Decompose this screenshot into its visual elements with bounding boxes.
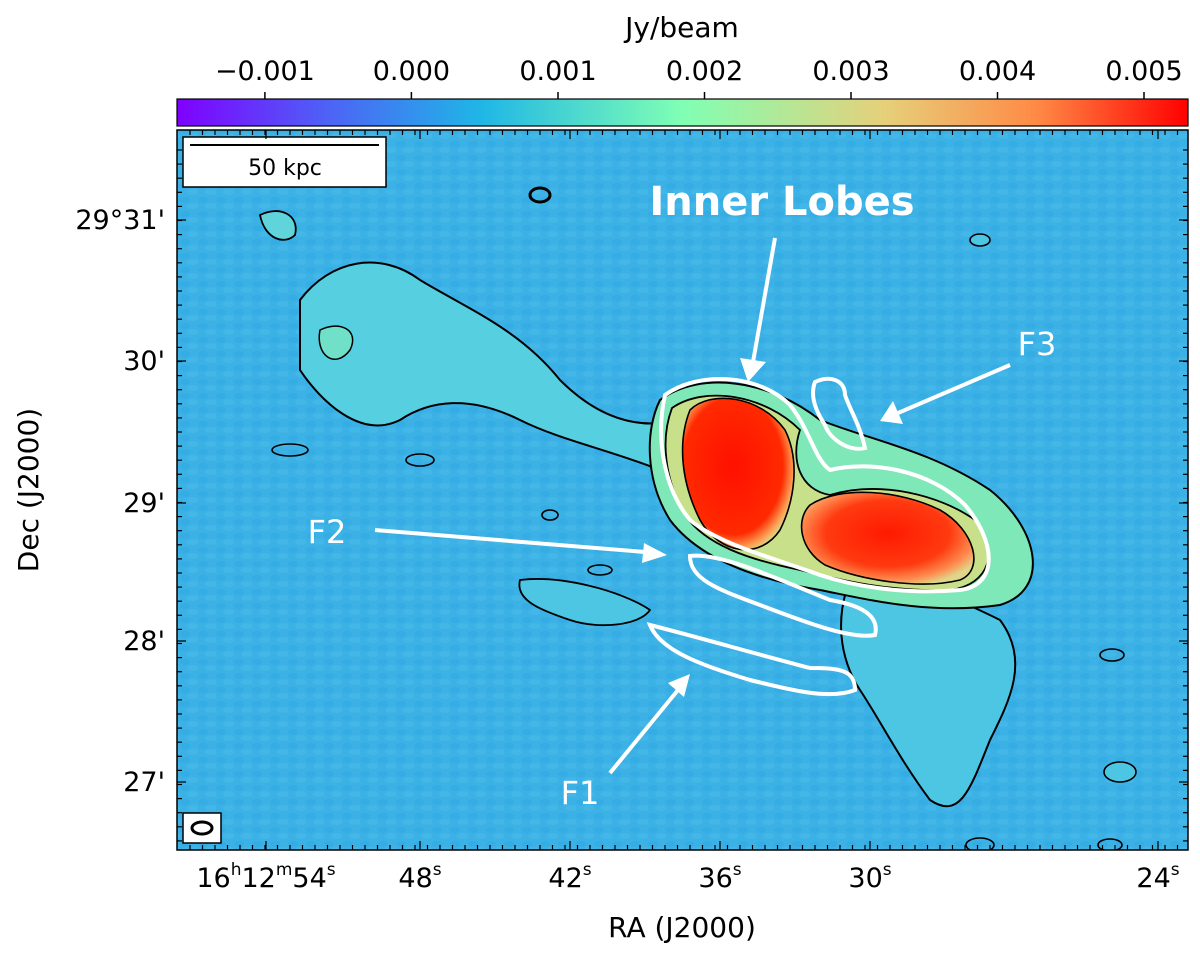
y-tick-labels: 29°31' 30' 29' 28' 27'	[75, 205, 165, 798]
f1-outline	[646, 622, 858, 697]
x-tick-label: 42s	[548, 860, 591, 894]
inner-lobes-arrow	[740, 237, 777, 382]
x-tick-label: 30s	[848, 860, 891, 894]
contour-knot	[969, 233, 991, 247]
contour-knot	[541, 509, 559, 521]
y-tick-label: 30'	[123, 346, 165, 377]
f2-arrow	[374, 528, 667, 563]
x-axis-label: RA (J2000)	[608, 911, 756, 944]
f2-outline	[687, 553, 878, 638]
contour-knot	[1099, 648, 1125, 662]
axis-ticks	[177, 130, 1188, 850]
x-tick-label: 48s	[398, 860, 441, 894]
map-frame	[176, 129, 1189, 851]
contour-knot	[587, 564, 613, 576]
diffuse-knot	[518, 578, 652, 627]
west-lobe	[800, 491, 975, 585]
colorbar-gradient	[176, 98, 1189, 127]
colorbar-tick-label: 0.003	[812, 56, 889, 87]
inner-lobes-label: Inner Lobes	[649, 179, 914, 225]
colorbar-tick-label: −0.001	[215, 56, 315, 87]
x-tick-labels: 16h12m54s 48s 42s 36s 30s 24s	[196, 860, 1179, 894]
y-tick-label: 28'	[123, 626, 165, 657]
colorbar-tick-label: 0.001	[519, 56, 596, 87]
colorbar: Jy/beam −0.001 0.000 0.001 0.002 0.003 0.004 0…	[176, 11, 1189, 127]
contour-knot	[528, 186, 552, 204]
f3-label: F3	[1018, 325, 1057, 363]
contour-knot	[965, 837, 995, 850]
f3-arrow	[880, 363, 1011, 424]
x-tick-label: 36s	[698, 860, 741, 894]
colorbar-tick-label: 0.000	[373, 56, 450, 87]
scale-bar: 50 kpc	[182, 136, 387, 188]
contour-knot	[271, 443, 309, 457]
x-tick-label: 24s	[1136, 860, 1179, 894]
x-tick-label: 16h12m54s	[196, 860, 335, 894]
diffuse-knot	[318, 325, 354, 360]
inner-lobes-outline	[659, 377, 991, 594]
colorbar-tick-label: 0.004	[959, 56, 1036, 87]
y-tick-label: 27'	[123, 767, 165, 798]
f3-outline	[811, 376, 868, 451]
contour-knot	[1097, 838, 1123, 850]
f1-label: F1	[561, 774, 600, 812]
contour-knot	[405, 453, 435, 467]
y-tick-label: 29'	[123, 488, 165, 519]
colorbar-label: Jy/beam	[623, 11, 739, 44]
contour-knot	[1103, 761, 1137, 783]
map-emission	[258, 186, 1137, 850]
map-panel: Inner Lobes F3 F2 F1 50 kpc	[176, 129, 1189, 851]
f2-label: F2	[308, 513, 347, 551]
east-lobe	[681, 397, 795, 551]
diffuse-knot	[258, 210, 297, 241]
colorbar-tick-label: 0.005	[1105, 56, 1182, 87]
y-tick-label: 29°31'	[75, 205, 165, 236]
scale-bar-label: 50 kpc	[248, 156, 322, 181]
f1-arrow	[608, 674, 690, 775]
beam-indicator	[182, 812, 222, 844]
colorbar-tick-label: 0.002	[666, 56, 743, 87]
beam-ellipse	[190, 820, 214, 836]
y-axis-label: Dec (J2000)	[12, 408, 45, 572]
colorbar-ticks: −0.001 0.000 0.001 0.002 0.003 0.004 0.005	[215, 56, 1183, 99]
annotation-arrows	[374, 237, 1011, 775]
